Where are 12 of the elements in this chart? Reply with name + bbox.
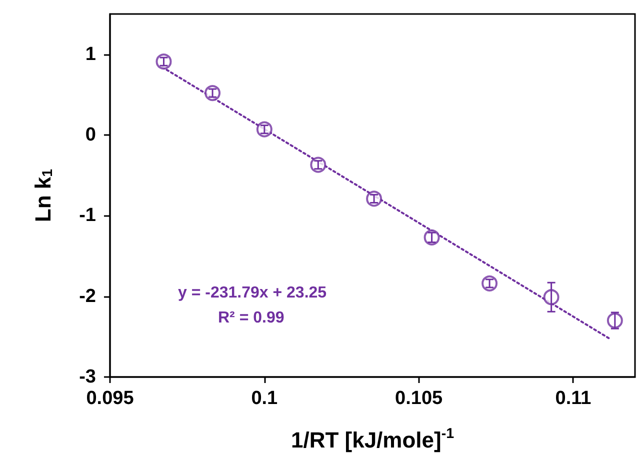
y-tick-label: 1	[85, 44, 96, 65]
y-tick-label: -2	[79, 286, 96, 307]
y-axis-title: Ln k1	[30, 168, 56, 222]
annotation: R² = 0.99	[218, 310, 284, 326]
y-tick-label: 0	[85, 124, 96, 146]
y-tick-label: -1	[79, 205, 96, 226]
x-tick-label: 0.11	[555, 388, 592, 409]
x-tick-label: 0.1	[251, 388, 278, 409]
annotation: y = -231.79x + 23.25	[178, 284, 327, 302]
y-tick-label: -3	[79, 366, 96, 388]
x-tick-label: 0.105	[395, 388, 444, 409]
x-tick-label: 0.095	[86, 388, 134, 409]
